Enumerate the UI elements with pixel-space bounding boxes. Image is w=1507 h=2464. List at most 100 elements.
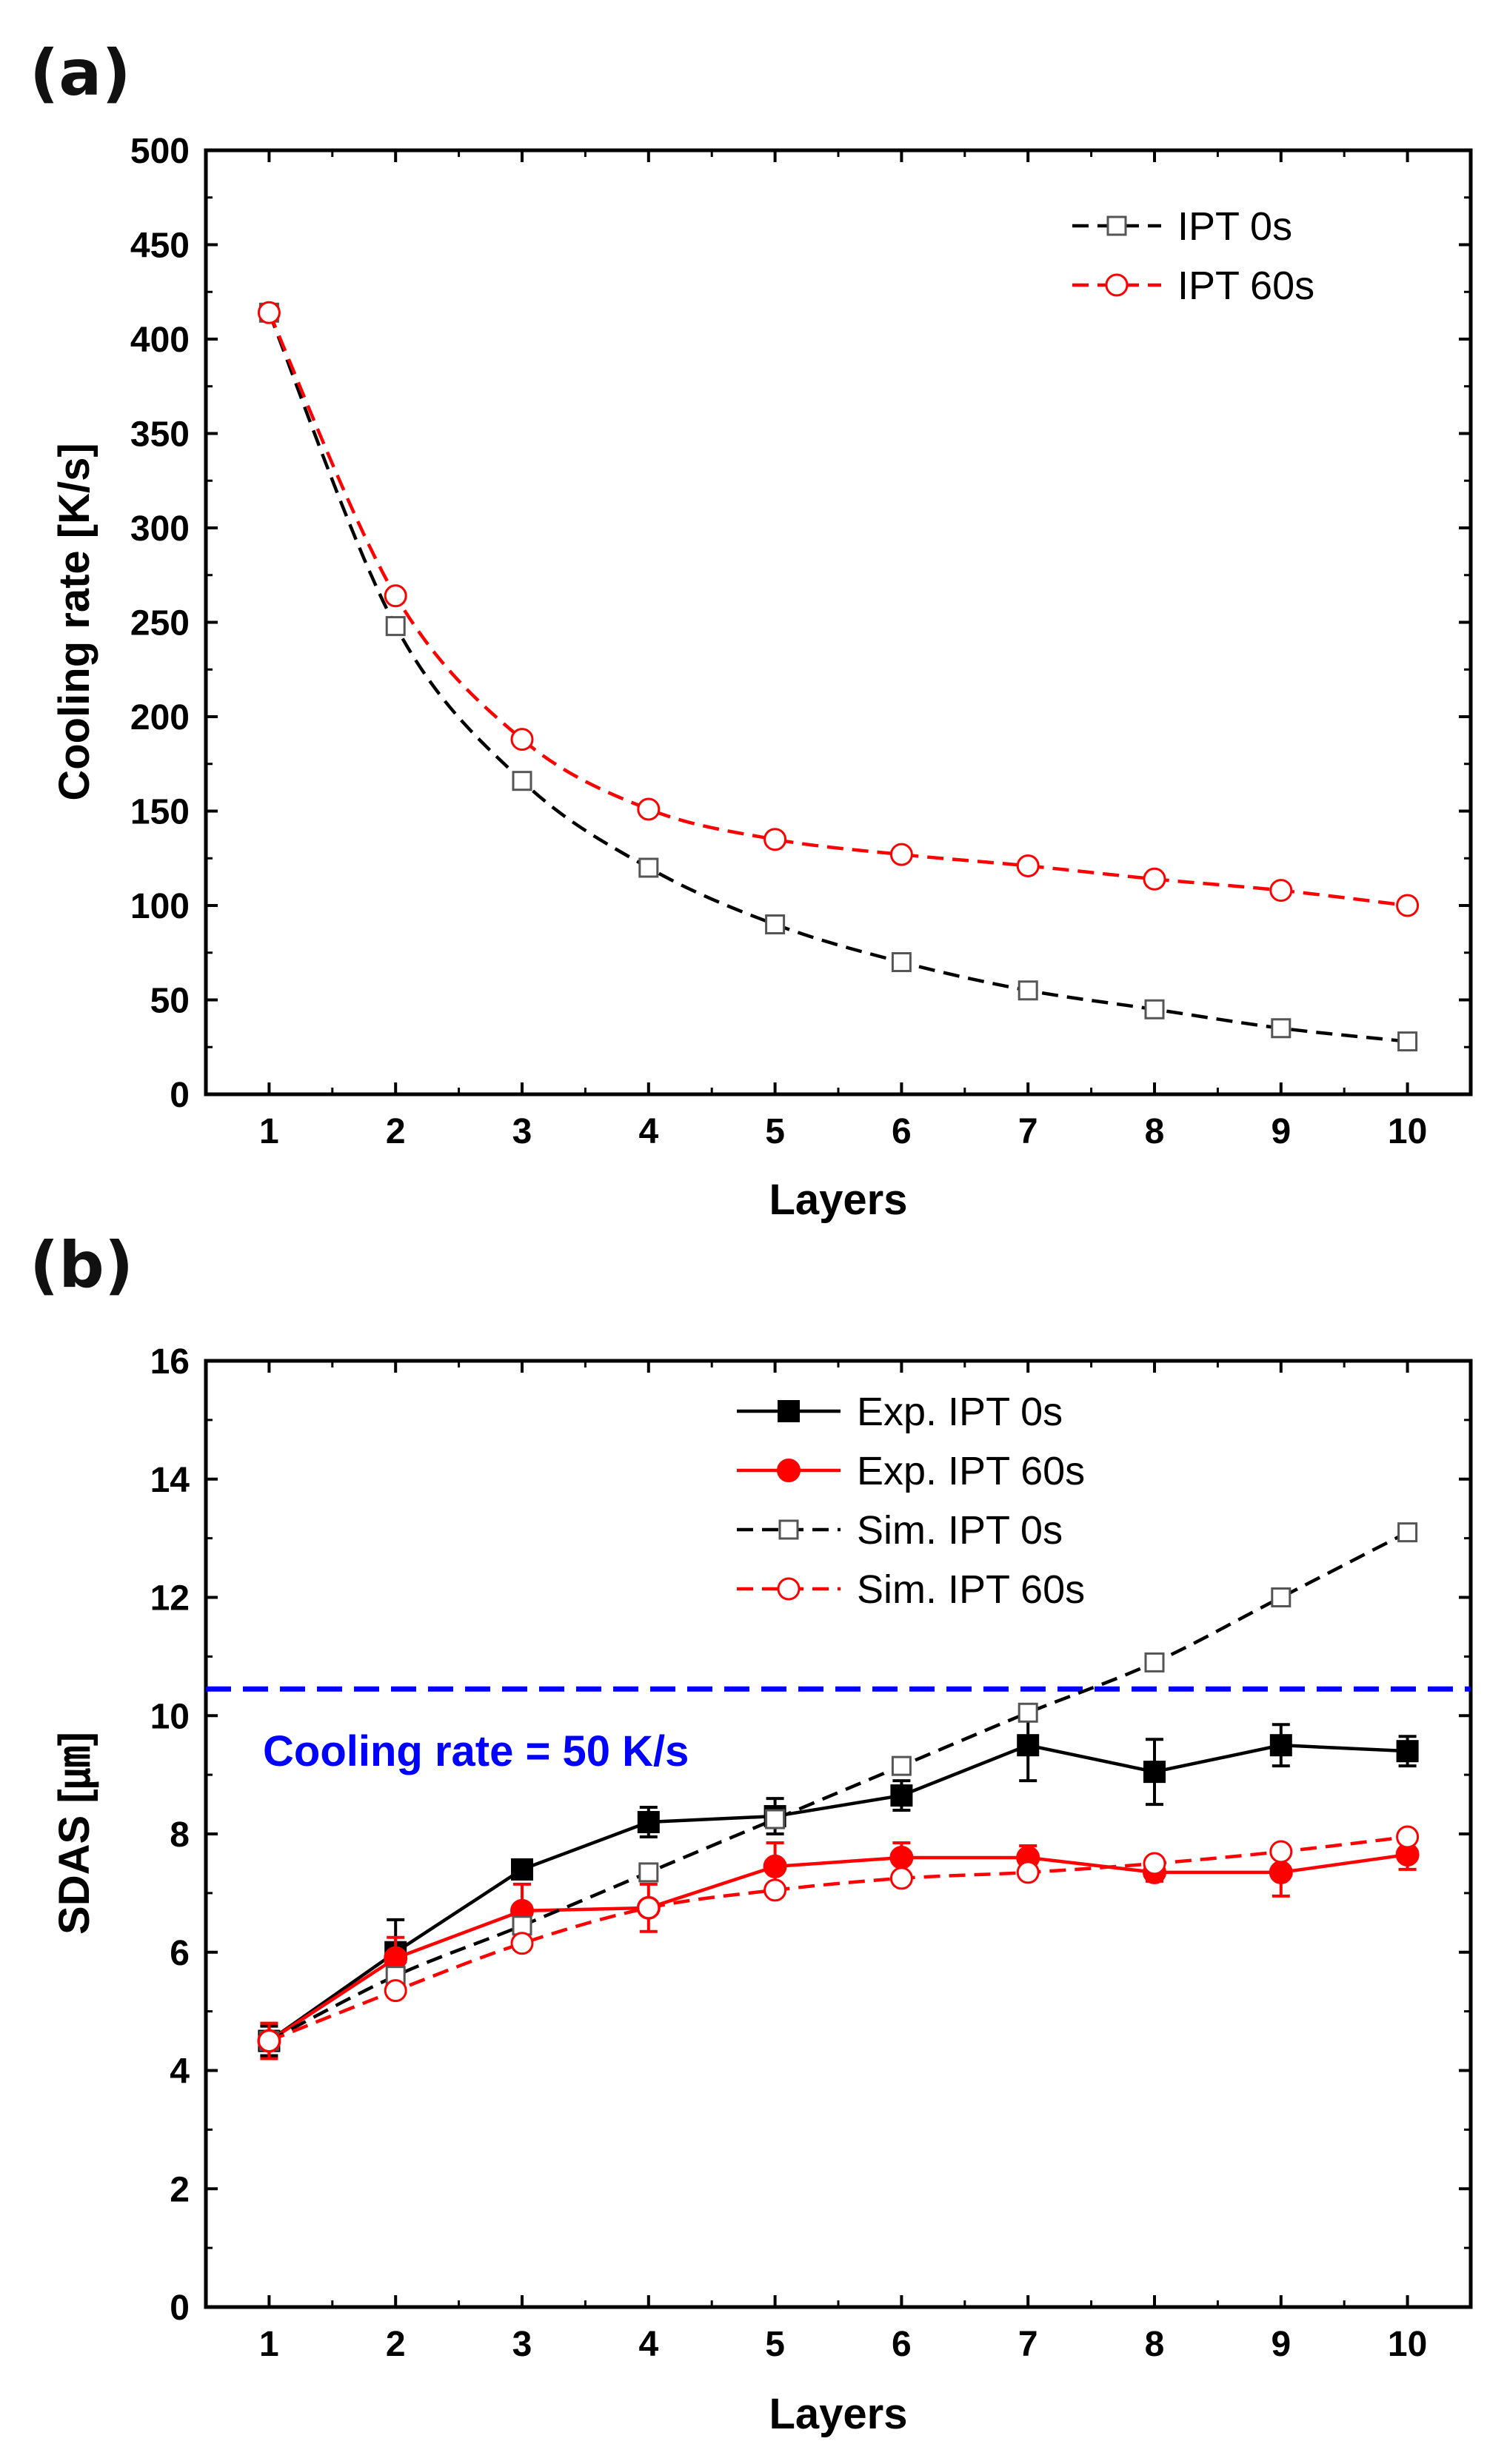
b-series-1-point — [763, 1854, 787, 1878]
a-series-0-point — [1018, 980, 1038, 1001]
panel-b-x-axis-title: Layers — [769, 2390, 907, 2438]
panel-a-label: (a) — [30, 36, 131, 110]
b-series-3-point — [763, 1878, 787, 1902]
b-x-tick-label: 4 — [638, 2325, 658, 2364]
b-y-tick-label: 6 — [170, 1934, 190, 1973]
b-series-2-point — [1018, 1702, 1038, 1723]
panel-a-y-axis-title: Cooling rate [K/s] — [50, 443, 98, 800]
b-series-3-point — [257, 2029, 281, 2053]
panel-b-plot-frame — [204, 1359, 1473, 2309]
a-y-tick-label: 500 — [130, 132, 190, 171]
a-x-tick-label: 5 — [765, 1112, 785, 1151]
b-series-2-point — [1144, 1652, 1165, 1673]
panel-b-series — [206, 1522, 1471, 2060]
a-series-0-point — [638, 857, 659, 878]
b-series-0-point — [511, 1858, 533, 1881]
b-series-1-point — [1269, 1860, 1293, 1884]
b-series-2-point — [638, 1862, 659, 1883]
a-y-tick-label: 400 — [130, 321, 190, 360]
a-y-tick-label: 350 — [130, 415, 190, 455]
b-x-tick-label: 9 — [1271, 2325, 1291, 2364]
a-x-tick-label: 1 — [259, 1112, 279, 1151]
b-series-1-line — [268, 1852, 1408, 2043]
b-series-0-point — [890, 1784, 913, 1807]
a-x-tick-label: 2 — [386, 1112, 406, 1151]
b-x-tick-label: 5 — [765, 2325, 785, 2364]
a-y-tick-label: 300 — [130, 509, 190, 549]
b-series-0-point — [1396, 1740, 1419, 1763]
b-y-tick-label: 14 — [150, 1461, 190, 1500]
a-series-1-point — [1269, 879, 1293, 903]
a-legend-0-marker — [1106, 215, 1127, 236]
b-series-2-point — [512, 1915, 532, 1936]
b-x-tick-label: 7 — [1018, 2325, 1038, 2364]
b-series-3-point — [1016, 1861, 1040, 1884]
a-x-tick-label: 6 — [892, 1112, 912, 1151]
a-series-1-point — [637, 797, 661, 821]
b-series-3-point — [510, 1932, 534, 1955]
b-y-tick-label: 2 — [170, 2170, 190, 2209]
b-y-tick-label: 8 — [170, 1815, 190, 1855]
b-legend-1-label: Exp. IPT 60s — [857, 1449, 1085, 1493]
a-x-tick-label: 8 — [1145, 1112, 1165, 1151]
b-series-0-point — [1143, 1761, 1166, 1784]
a-y-tick-label: 450 — [130, 227, 190, 266]
a-y-tick-label: 250 — [130, 604, 190, 643]
a-y-tick-label: 50 — [150, 982, 190, 1021]
b-x-tick-label: 6 — [892, 2325, 912, 2364]
a-x-tick-label: 4 — [638, 1112, 658, 1151]
b-legend-2-marker — [778, 1519, 799, 1540]
cooling-rate-annotation: Cooling rate = 50 K/s — [263, 1727, 689, 1775]
b-x-tick-label: 2 — [386, 2325, 406, 2364]
b-y-tick-label: 4 — [170, 2052, 190, 2092]
a-series-0-point — [1397, 1031, 1418, 1052]
a-x-tick-label: 3 — [512, 1112, 532, 1151]
b-series-3-point — [1269, 1840, 1293, 1864]
b-y-tick-label: 16 — [150, 1342, 190, 1382]
a-series-0-point — [765, 914, 786, 934]
b-legend-2-label: Sim. IPT 0s — [857, 1508, 1063, 1553]
b-y-tick-label: 0 — [170, 2289, 190, 2328]
a-series-1-point — [1396, 894, 1420, 917]
a-series-1-point — [510, 728, 534, 751]
b-series-3-point — [384, 1979, 407, 2003]
panel-a: (a) Layers Cooling rate [K/s] 1 2 3 4 5 6 7 8 9 1… — [30, 36, 1473, 1224]
b-series-0-line — [268, 1743, 1408, 2043]
panel-b: (b) Layers SDAS [㎛] 1 2 3 4 5 6 7 8 9 10024681012… — [30, 1228, 1473, 2438]
panel-b-y-axis-title: SDAS [㎛] — [50, 1732, 99, 1935]
a-series-1-point — [763, 828, 787, 851]
panel-a-legend: IPT 0s IPT 60s — [1072, 204, 1314, 308]
a-x-tick-label: 10 — [1388, 1112, 1427, 1151]
a-y-tick-label: 200 — [130, 698, 190, 737]
b-series-1-point — [889, 1845, 914, 1869]
b-legend-0-marker — [778, 1400, 800, 1422]
a-x-tick-label: 7 — [1018, 1112, 1038, 1151]
b-x-tick-label: 10 — [1388, 2325, 1427, 2364]
a-y-tick-label: 0 — [170, 1076, 190, 1115]
panel-b-label: (b) — [30, 1228, 133, 1302]
b-legend-0-label: Exp. IPT 0s — [857, 1390, 1063, 1434]
panel-a-ticks: 1 2 3 4 5 6 7 8 9 1005010015020025030035040045050… — [130, 132, 1472, 1151]
b-series-2-point — [1271, 1587, 1292, 1607]
b-y-tick-label: 10 — [150, 1697, 190, 1736]
b-x-tick-label: 8 — [1145, 2325, 1165, 2364]
a-series-0-point — [512, 771, 532, 791]
a-y-tick-label: 100 — [130, 887, 190, 926]
b-series-3-line — [268, 1835, 1408, 2043]
b-legend-1-marker — [777, 1459, 801, 1482]
a-series-1-point — [889, 843, 913, 866]
a-legend-1-label: IPT 60s — [1177, 264, 1314, 308]
a-x-tick-label: 9 — [1271, 1112, 1291, 1151]
b-x-tick-label: 1 — [259, 2325, 279, 2364]
a-y-tick-label: 150 — [130, 793, 190, 832]
a-series-1-point — [384, 584, 407, 608]
b-series-2-point — [891, 1755, 912, 1776]
b-y-tick-label: 12 — [150, 1579, 190, 1618]
a-series-0-point — [385, 616, 406, 637]
b-series-3-point — [889, 1867, 913, 1890]
a-series-1-point — [257, 301, 281, 324]
b-series-3-point — [637, 1896, 661, 1920]
b-series-0-point — [1017, 1734, 1040, 1757]
